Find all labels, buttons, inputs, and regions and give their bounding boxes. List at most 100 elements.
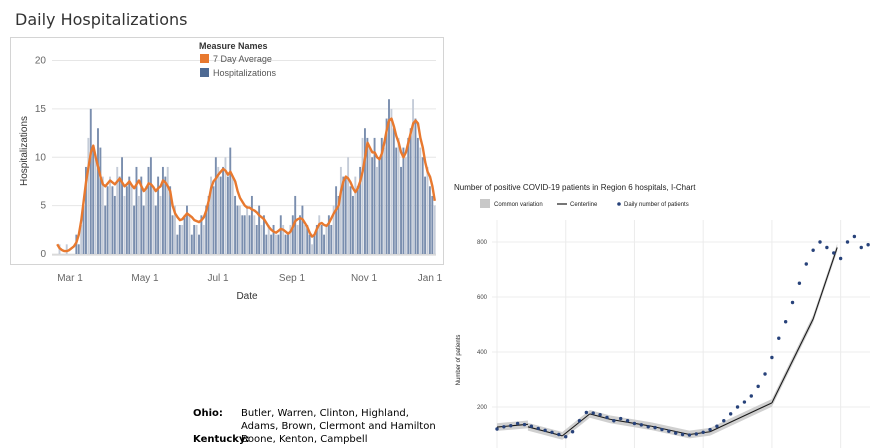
chart1-x-tick-labels: Mar 1 May 1 Jul 1 Sep 1 Nov 1 Jan 1: [57, 273, 442, 284]
chart1-bar: [366, 137, 369, 254]
ichart-legend: Common variation Centerline Daily number…: [480, 199, 689, 208]
legend-label-7-day-average: 7 Day Average: [213, 54, 272, 64]
chart1-bar: [354, 176, 357, 254]
chart1-bar: [282, 224, 285, 254]
ichart-point: [632, 421, 637, 426]
chart1-bar: [214, 157, 217, 254]
chart1-bar: [313, 234, 316, 254]
chart1-bar: [173, 205, 176, 254]
chart1-bar: [130, 186, 133, 254]
chart1-bar: [385, 118, 388, 254]
chart1-bar: [77, 244, 80, 254]
chart1-bar: [388, 99, 390, 254]
ichart-point: [612, 419, 616, 423]
ichart-gridlines: [492, 220, 870, 448]
chart1-bar: [351, 195, 354, 254]
chart1-bar: [342, 176, 345, 254]
chart1-y-tick-label: 10: [35, 152, 47, 163]
chart1-bar: [181, 224, 184, 254]
region-county-list: Ohio: Butler, Warren, Clinton, Highland, …: [193, 407, 441, 446]
chart1-bar: [400, 166, 402, 254]
chart1-bars: [58, 99, 436, 254]
legend-swatch-common-variation: [480, 199, 490, 208]
ichart-point: [619, 416, 623, 421]
chart1-bar: [113, 195, 116, 254]
chart1-bar: [390, 108, 393, 254]
chart1-bar: [277, 234, 280, 254]
chart1-bar: [147, 166, 150, 254]
chart1-bar: [344, 176, 347, 254]
chart1-bar: [392, 128, 395, 254]
ichart-point: [660, 427, 664, 432]
legend-label-centerline: Centerline: [570, 202, 598, 208]
chart1-bar: [402, 147, 405, 254]
chart1-bar: [376, 166, 378, 254]
chart1-bar: [426, 166, 429, 254]
ichart-variation-band: [497, 243, 838, 440]
chart1-bar: [315, 224, 318, 254]
chart1-bar: [349, 186, 352, 254]
chart1-bar: [323, 234, 326, 254]
ichart-point: [749, 394, 753, 398]
chart1-bar: [186, 205, 188, 254]
legend-label-common-variation: Common variation: [494, 202, 543, 208]
chart1-bar: [383, 147, 386, 254]
region-counties: Boone, Kenton, Campbell: [241, 434, 368, 445]
chart1-bar: [359, 166, 362, 254]
ichart-point: [529, 424, 534, 428]
ichart-point: [728, 412, 733, 416]
ichart-points: [495, 234, 870, 439]
chart1-bar: [116, 166, 119, 254]
ichart-point: [756, 384, 760, 389]
chart1-x-tick-label: Jan 1: [418, 273, 443, 284]
ichart-point: [797, 281, 802, 285]
ichart-point: [687, 433, 692, 437]
chart1-bar: [272, 224, 275, 254]
chart1-bar: [339, 166, 342, 254]
chart1-x-axis-title: Date: [236, 291, 258, 302]
chart1-bar: [241, 215, 244, 254]
ichart-point: [763, 372, 767, 376]
chart1-bar: [303, 224, 306, 254]
chart1-bar: [87, 137, 90, 254]
chart1-bar: [149, 157, 152, 254]
ichart-point: [577, 419, 582, 423]
chart1-bar: [207, 195, 210, 254]
chart1-bar: [118, 176, 121, 254]
chart1-bar: [258, 205, 261, 254]
chart1-bar: [85, 166, 87, 254]
ichart-centerline-segment: [561, 413, 591, 437]
chart1-bar: [236, 205, 239, 254]
chart1-bar: [231, 176, 234, 254]
chart1-7-day-average-line: [56, 117, 436, 253]
chart1-bar: [416, 137, 419, 254]
chart1-bar: [356, 186, 359, 254]
chart1-bar: [166, 166, 169, 254]
ichart-point: [515, 421, 520, 426]
chart1-bar: [330, 224, 333, 254]
chart1-bar: [431, 195, 434, 254]
ichart-point: [639, 423, 644, 427]
chart1-bar: [183, 215, 186, 254]
ichart-point: [832, 251, 836, 255]
ichart-point: [495, 427, 499, 431]
ichart-y-ticks: 200 400 600 800: [477, 240, 488, 411]
chart1-bar: [161, 166, 164, 254]
ichart-point: [701, 430, 705, 434]
chart1-bar: [433, 205, 436, 254]
ichart-point: [783, 320, 788, 324]
chart1-bar: [262, 215, 265, 254]
region-row-ohio: Ohio: Butler, Warren, Clinton, Highland, …: [193, 407, 441, 433]
chart1-bar: [279, 215, 282, 254]
chart1-bar: [253, 215, 256, 254]
chart1-bar: [121, 157, 123, 254]
chart1-y-tick-label: 15: [35, 104, 47, 115]
chart1-bar: [407, 137, 410, 254]
ichart: Number of positive COVID-19 patients in …: [454, 183, 870, 448]
chart1-bar: [404, 157, 407, 254]
chart1-legend: Measure Names 7 Day Average Hospitalizat…: [199, 41, 277, 78]
region-counties: Butler, Warren, Clinton, Highland, Adams…: [241, 408, 436, 432]
ichart-y-tick-label: 600: [477, 295, 488, 301]
legend-label-daily-patients: Daily number of patients: [624, 202, 689, 208]
ichart-point: [502, 425, 506, 429]
